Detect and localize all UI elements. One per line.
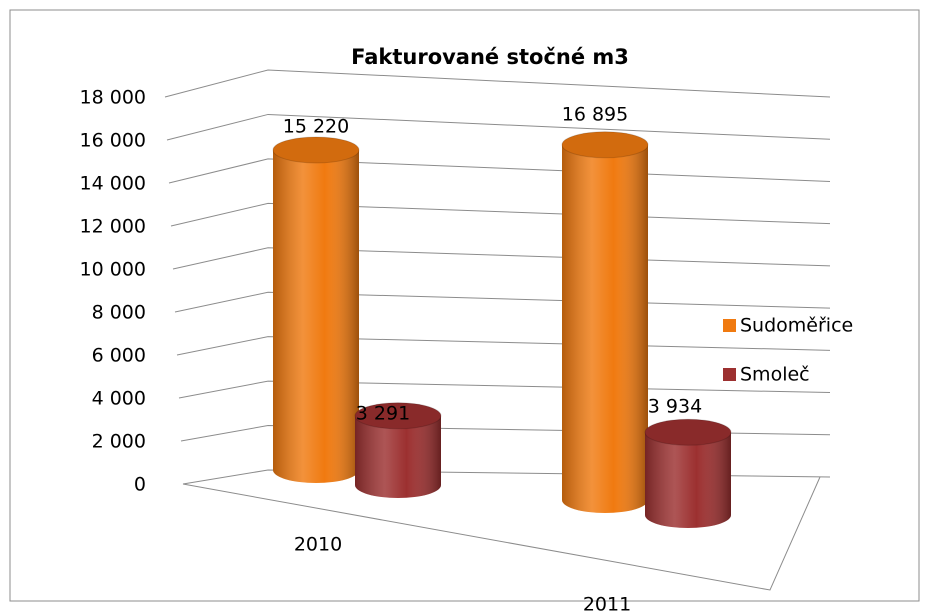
cylinder-top <box>354 402 442 430</box>
y-tick-label: 4 000 <box>92 388 146 410</box>
chart-title: Fakturované stočné m3 <box>351 45 629 69</box>
floor <box>182 476 821 591</box>
x-tick-label: 2010 <box>294 534 342 556</box>
x-tick-label: 2011 <box>583 594 631 612</box>
cylinder-top <box>561 131 649 159</box>
legend-swatch <box>723 319 736 332</box>
data-label: 3 291 <box>356 403 410 425</box>
legend-label: Sudoměřice <box>740 315 853 337</box>
chart-frame <box>9 9 920 602</box>
cylinder-top-shade <box>562 131 648 158</box>
y-tick-label: 8 000 <box>92 302 146 324</box>
y-tick-label: 6 000 <box>92 345 146 367</box>
cylinder-top-shade <box>355 402 441 429</box>
legend-swatch <box>723 368 736 381</box>
cylinder-top <box>644 418 732 446</box>
cylinder-top <box>272 136 360 164</box>
bar-shade <box>562 144 648 500</box>
grid-line <box>166 113 831 141</box>
data-label: 16 895 <box>562 104 628 126</box>
data-label: 3 934 <box>648 396 702 418</box>
bar-shade <box>645 432 731 515</box>
y-tick-label: 2 000 <box>92 431 146 453</box>
y-tick-label: 12 000 <box>80 216 146 238</box>
y-tick-label: 14 000 <box>80 173 146 195</box>
y-tick-label: 16 000 <box>80 130 146 152</box>
y-tick-label: 0 <box>134 474 146 496</box>
cylinder-top-shade <box>273 137 359 163</box>
y-tick-label: 10 000 <box>80 259 146 281</box>
data-label: 15 220 <box>283 116 349 138</box>
cylinder-top-shade <box>645 419 731 446</box>
bar-shade <box>273 150 359 470</box>
y-tick-label: 18 000 <box>80 87 146 109</box>
legend-label: Smoleč <box>740 364 810 386</box>
grid-line <box>164 69 831 98</box>
